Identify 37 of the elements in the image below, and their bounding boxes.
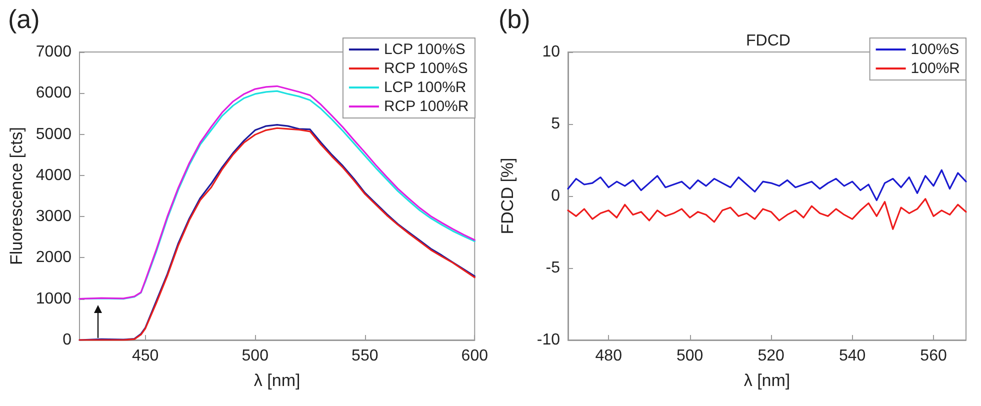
x-tick-label: 450 — [132, 348, 159, 364]
y-tick-label: 2000 — [36, 249, 72, 266]
legend-label: RCP 100%S — [384, 60, 468, 77]
legend-label: 100%S — [910, 41, 959, 58]
x-tick-label: 480 — [594, 348, 622, 364]
y-tick-label: 0 — [62, 332, 72, 348]
y-tick-label: 5 — [550, 116, 560, 132]
text: (a) — [8, 4, 40, 35]
x-tick-label: 520 — [757, 348, 784, 364]
y-tick-label: 4000 — [36, 166, 72, 184]
x-axis-title: λ [nm] — [743, 371, 790, 390]
y-tick-label: 3000 — [36, 208, 72, 226]
y-tick-label: -10 — [536, 332, 560, 348]
y-axis-title: FDCD [%] — [498, 158, 516, 234]
x-tick-label: 500 — [676, 348, 703, 364]
y-tick-label: 10 — [542, 44, 560, 60]
line-series — [566, 169, 966, 202]
x-tick-label: 540 — [838, 348, 866, 364]
y-tick-label: 5000 — [36, 126, 72, 143]
x-tick-label: 550 — [352, 348, 378, 364]
y-tick-label: 0 — [550, 188, 560, 204]
y-tick-label: 6000 — [36, 84, 72, 102]
legend-label: LCP 100%S — [384, 41, 466, 58]
line-series — [566, 198, 966, 230]
y-tick-label: 1000 — [36, 290, 72, 308]
x-tick-label: 500 — [242, 348, 269, 364]
chart-title: FDCD — [746, 32, 790, 50]
y-tick-label: -5 — [545, 260, 560, 276]
y-tick-label: 7000 — [36, 44, 72, 60]
legend-label: RCP 100%R — [384, 98, 469, 115]
y-axis-title: Fluorescence [cts] — [7, 127, 26, 265]
text: (b) — [498, 4, 530, 35]
x-axis-title: λ [nm] — [254, 371, 300, 390]
legend-label: LCP 100%R — [384, 79, 466, 96]
legend-label: 100%R — [910, 60, 960, 77]
x-tick-label: 600 — [461, 348, 488, 364]
x-tick-label: 560 — [920, 348, 946, 364]
